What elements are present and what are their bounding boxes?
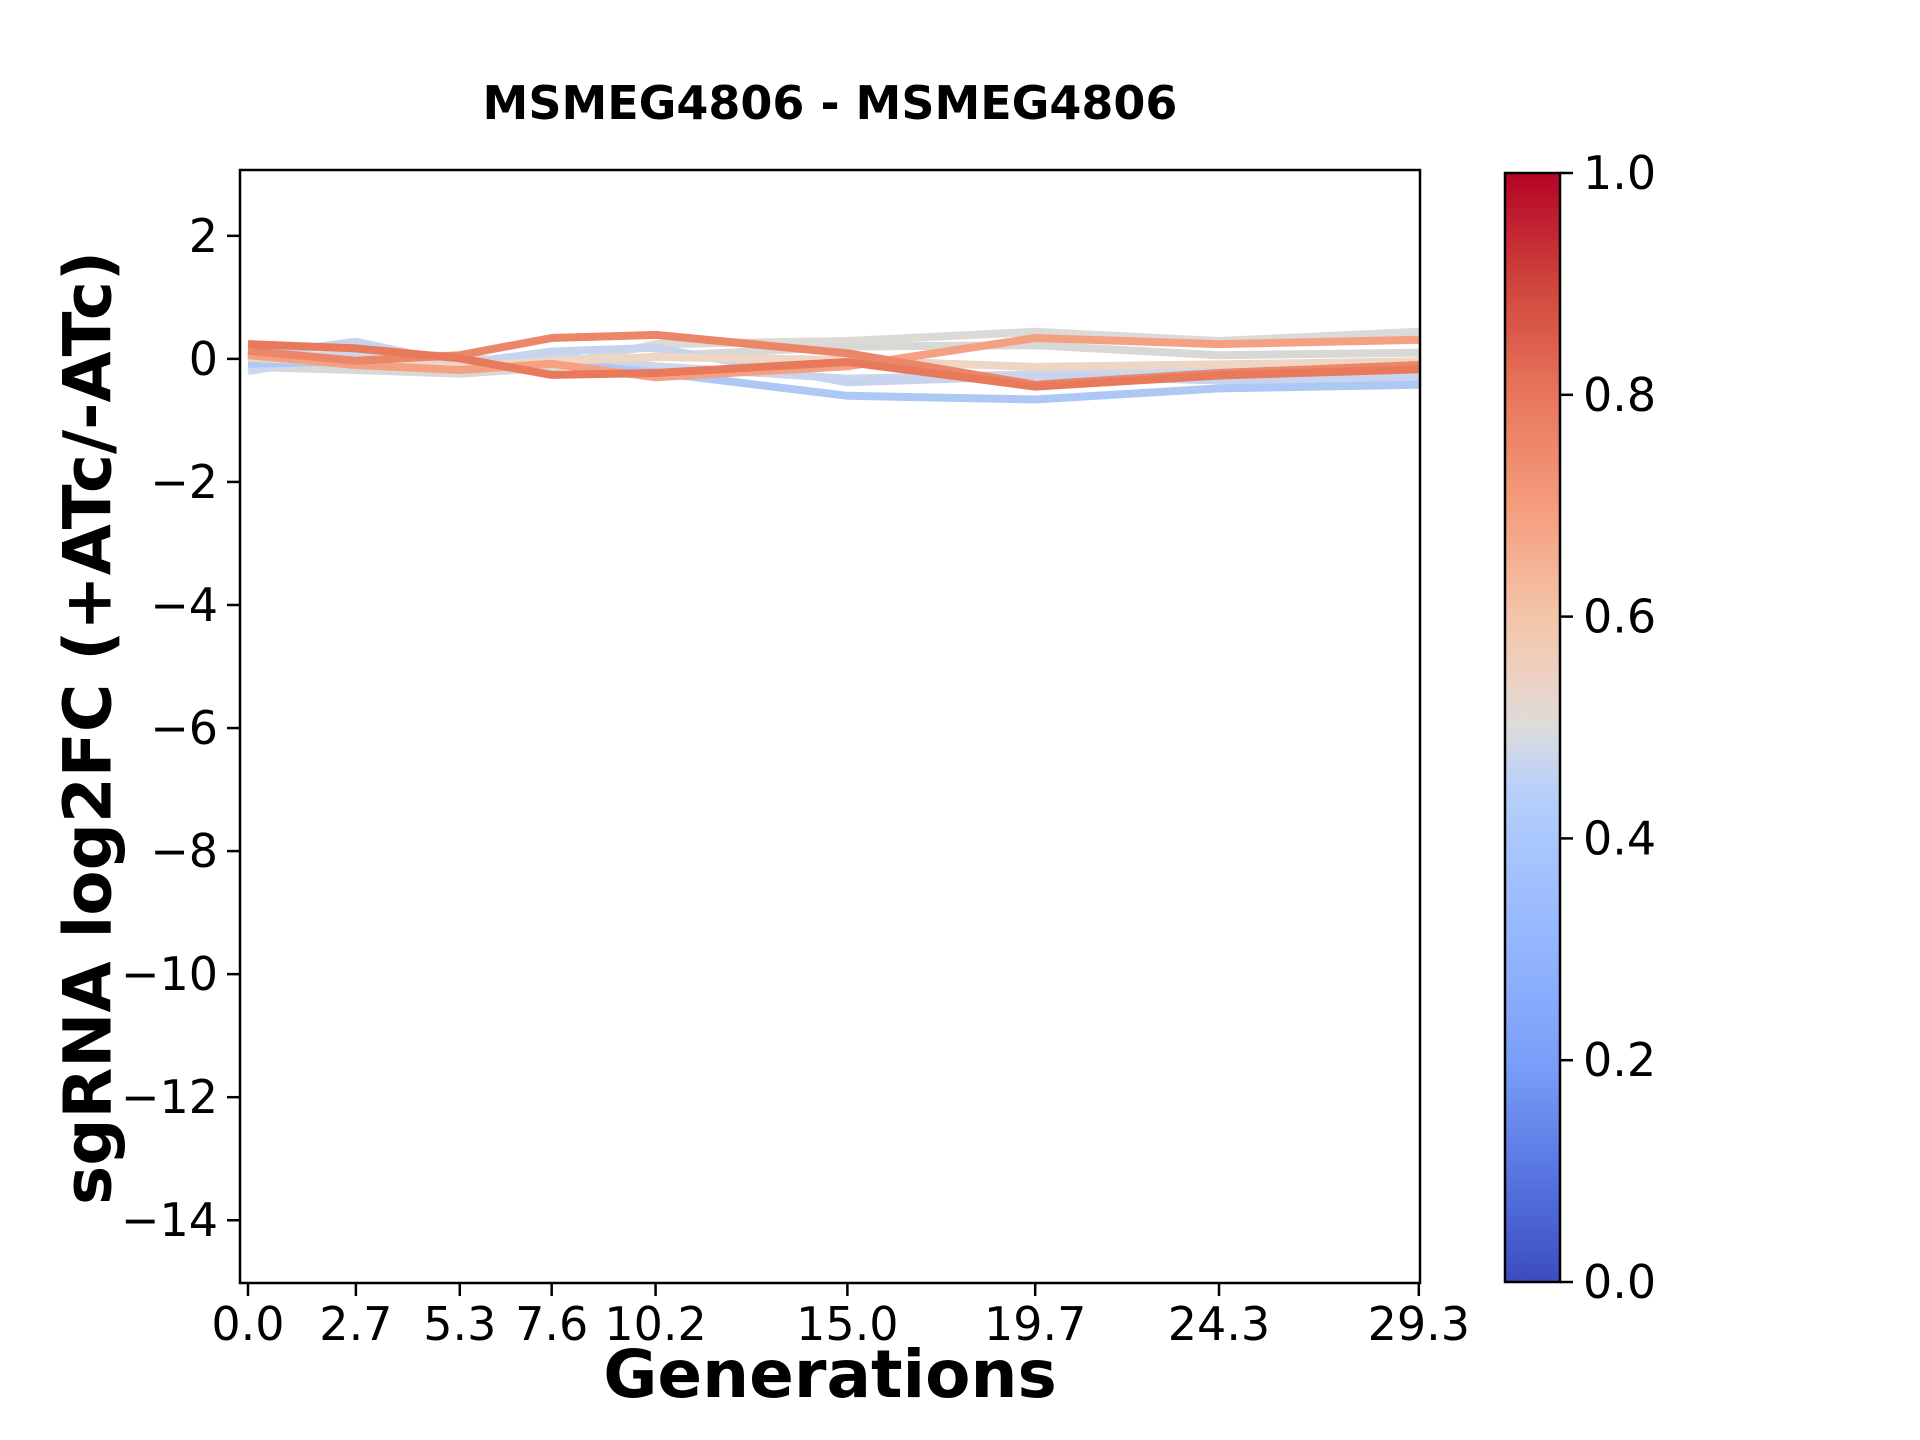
y-tick-label: −10: [121, 947, 218, 1001]
series-line-sgRNA-salmon: [247, 334, 1419, 382]
colorbar-tick-label: 0.8: [1583, 368, 1656, 422]
y-tick-label: −2: [150, 455, 218, 509]
x-tick-label: 7.6: [515, 1297, 588, 1351]
axes-spines: [238, 168, 1422, 1285]
x-tick-label: 24.3: [1168, 1297, 1270, 1351]
colorbar-tick-label: 0.4: [1583, 811, 1656, 865]
y-tick-label: −4: [150, 578, 218, 632]
x-tick-label: 29.3: [1368, 1297, 1470, 1351]
colorbar-tick-label: 1.0: [1583, 146, 1656, 200]
colorbar: [1505, 173, 1560, 1282]
colorbar-tick-label: 0.0: [1583, 1255, 1656, 1309]
x-tick-label: 2.7: [319, 1297, 392, 1351]
chart-title: MSMEG4806 - MSMEG4806: [482, 76, 1178, 130]
y-tick-label: −14: [121, 1193, 218, 1247]
colorbar-tick-label: 0.2: [1583, 1033, 1656, 1087]
colorbar-tick-label: 0.6: [1583, 590, 1656, 644]
series-group: [247, 327, 1419, 404]
x-tick-label: 10.2: [604, 1297, 706, 1351]
y-tick-label: 2: [189, 209, 218, 263]
x-tick-label: 0.0: [211, 1297, 284, 1351]
y-tick-label: 0: [189, 332, 218, 386]
x-axis-label: Generations: [603, 1336, 1057, 1413]
x-tick-label: 15.0: [796, 1297, 898, 1351]
y-tick-label: −12: [121, 1070, 218, 1124]
x-tick-label: 19.7: [984, 1297, 1086, 1351]
y-tick-label: −6: [150, 701, 218, 755]
colorbar-outline: [1503, 171, 1562, 1284]
series-line-sgRNA-orange-2: [247, 340, 1419, 391]
x-tick-label: 5.3: [423, 1297, 496, 1351]
y-tick-label: −8: [150, 824, 218, 878]
